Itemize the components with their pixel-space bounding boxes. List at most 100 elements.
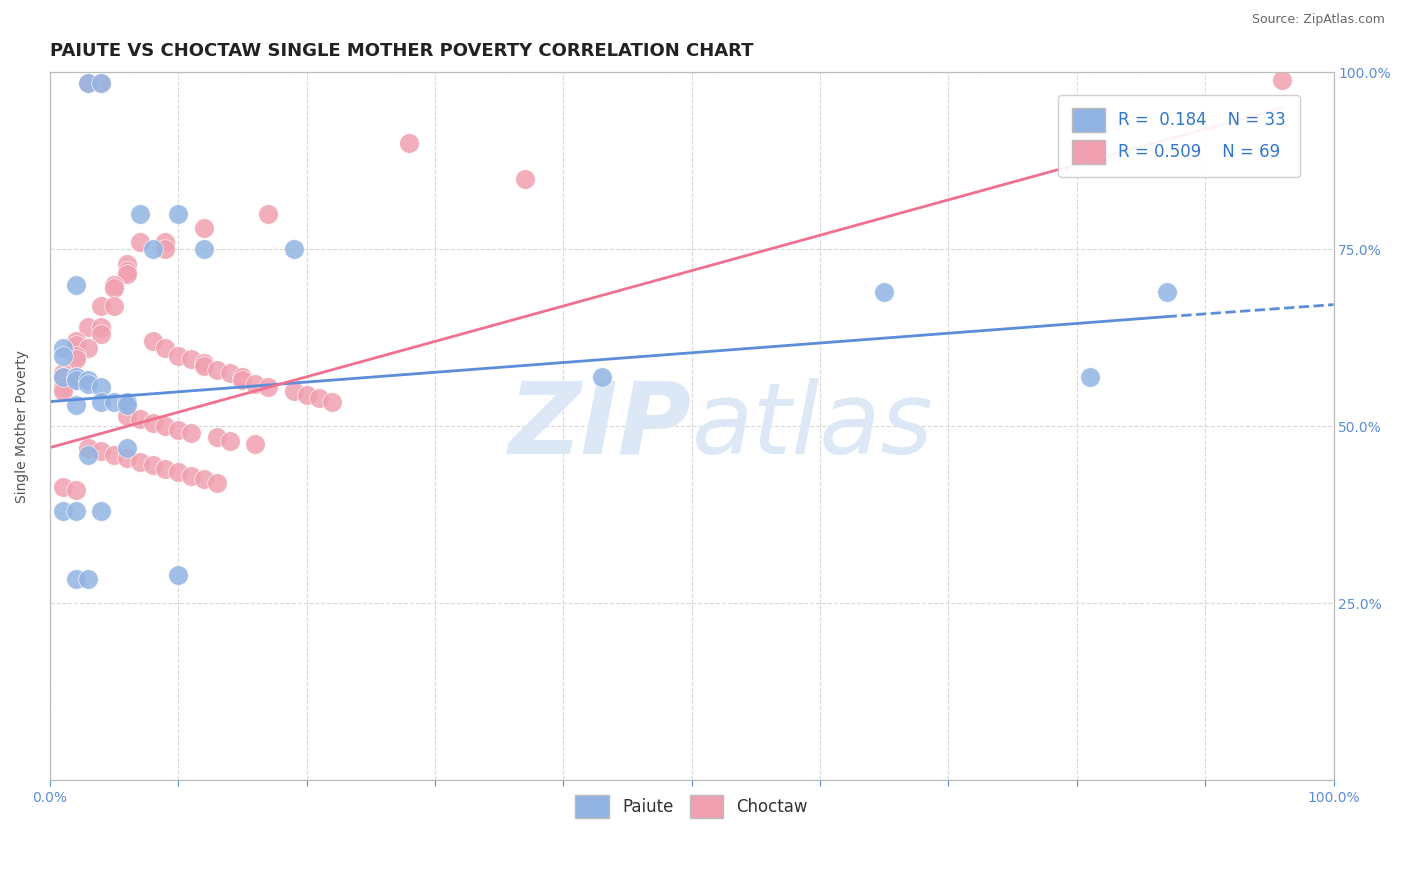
Point bbox=[205, 430, 228, 444]
Point bbox=[218, 366, 240, 380]
Point bbox=[90, 380, 112, 394]
Point bbox=[65, 369, 87, 384]
Point bbox=[115, 398, 138, 412]
Point bbox=[77, 76, 100, 90]
Point bbox=[115, 263, 138, 277]
Point bbox=[65, 277, 87, 292]
Point bbox=[193, 473, 215, 487]
Point bbox=[65, 349, 87, 363]
Point bbox=[141, 243, 163, 257]
Point bbox=[128, 412, 150, 426]
Point bbox=[77, 448, 100, 462]
Point bbox=[155, 243, 177, 257]
Point bbox=[591, 369, 613, 384]
Point bbox=[167, 423, 190, 437]
Point bbox=[52, 479, 75, 493]
Point bbox=[52, 349, 75, 363]
Point bbox=[167, 349, 190, 363]
Point bbox=[90, 320, 112, 334]
Point bbox=[245, 376, 267, 391]
Point bbox=[103, 277, 125, 292]
Point bbox=[193, 359, 215, 374]
Point bbox=[873, 285, 896, 299]
Point bbox=[115, 256, 138, 270]
Point bbox=[115, 394, 138, 409]
Point bbox=[308, 391, 330, 405]
Point bbox=[257, 380, 280, 394]
Point bbox=[103, 448, 125, 462]
Point bbox=[90, 299, 112, 313]
Point bbox=[167, 568, 190, 582]
Point bbox=[128, 455, 150, 469]
Point bbox=[103, 299, 125, 313]
Point bbox=[90, 76, 112, 90]
Point bbox=[193, 243, 215, 257]
Point bbox=[103, 281, 125, 295]
Point bbox=[398, 136, 420, 151]
Point bbox=[115, 441, 138, 455]
Point bbox=[103, 394, 125, 409]
Point bbox=[65, 398, 87, 412]
Point bbox=[155, 342, 177, 356]
Point bbox=[193, 356, 215, 370]
Point bbox=[155, 462, 177, 476]
Point bbox=[65, 483, 87, 497]
Y-axis label: Single Mother Poverty: Single Mother Poverty bbox=[15, 350, 30, 503]
Point bbox=[52, 369, 75, 384]
Point bbox=[52, 384, 75, 398]
Point bbox=[1271, 72, 1294, 87]
Point bbox=[90, 327, 112, 342]
Point bbox=[77, 376, 100, 391]
Point bbox=[65, 572, 87, 586]
Point bbox=[283, 243, 305, 257]
Point bbox=[77, 320, 100, 334]
Point bbox=[52, 380, 75, 394]
Point bbox=[128, 207, 150, 221]
Point bbox=[65, 338, 87, 352]
Point bbox=[77, 373, 100, 387]
Point bbox=[115, 451, 138, 466]
Point bbox=[167, 207, 190, 221]
Point bbox=[90, 444, 112, 458]
Point bbox=[245, 437, 267, 451]
Point bbox=[128, 235, 150, 250]
Point bbox=[65, 373, 87, 387]
Point bbox=[155, 235, 177, 250]
Point bbox=[77, 342, 100, 356]
Text: PAIUTE VS CHOCTAW SINGLE MOTHER POVERTY CORRELATION CHART: PAIUTE VS CHOCTAW SINGLE MOTHER POVERTY … bbox=[49, 42, 754, 60]
Point bbox=[1156, 285, 1178, 299]
Text: ZIP: ZIP bbox=[509, 378, 692, 475]
Point bbox=[65, 369, 87, 384]
Point bbox=[115, 267, 138, 281]
Point bbox=[283, 384, 305, 398]
Point bbox=[65, 334, 87, 349]
Point bbox=[65, 504, 87, 518]
Legend: Paiute, Choctaw: Paiute, Choctaw bbox=[568, 789, 815, 825]
Point bbox=[90, 504, 112, 518]
Point bbox=[77, 572, 100, 586]
Point bbox=[180, 469, 202, 483]
Point bbox=[1078, 369, 1101, 384]
Point bbox=[52, 369, 75, 384]
Point bbox=[65, 352, 87, 367]
Point bbox=[90, 394, 112, 409]
Point bbox=[167, 466, 190, 480]
Point bbox=[90, 76, 112, 90]
Point bbox=[193, 221, 215, 235]
Point bbox=[321, 394, 343, 409]
Point bbox=[141, 458, 163, 473]
Point bbox=[295, 387, 318, 401]
Point bbox=[257, 207, 280, 221]
Text: atlas: atlas bbox=[692, 378, 934, 475]
Point bbox=[231, 373, 253, 387]
Point bbox=[52, 342, 75, 356]
Point bbox=[77, 76, 100, 90]
Point bbox=[52, 366, 75, 380]
Point bbox=[218, 434, 240, 448]
Point bbox=[141, 334, 163, 349]
Point bbox=[180, 352, 202, 367]
Point bbox=[115, 409, 138, 423]
Point bbox=[205, 362, 228, 376]
Point bbox=[155, 419, 177, 434]
Point bbox=[231, 369, 253, 384]
